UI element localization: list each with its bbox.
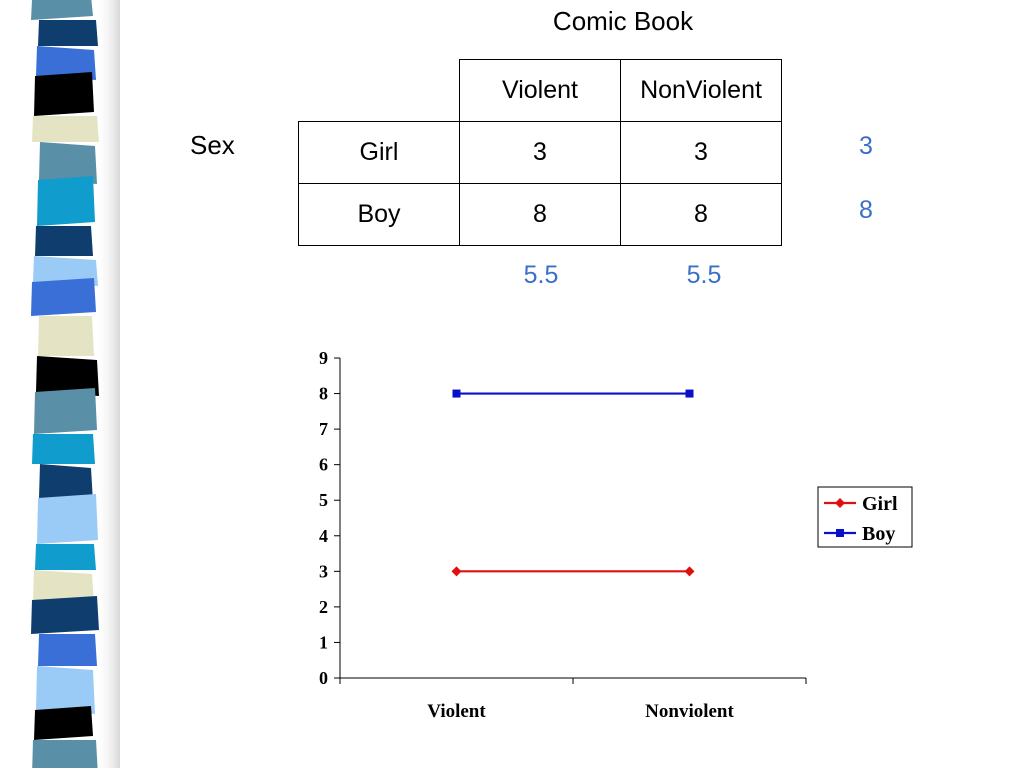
table-col-header-nonviolent: NonViolent [620,59,782,122]
legend-swatch-marker [835,498,845,508]
decorative-stripe-band [0,0,120,768]
table-cell-girl-violent: 3 [459,121,621,184]
decorative-stripe [34,706,93,740]
decorative-stripe [38,316,94,356]
x-tick-label: Nonviolent [645,701,734,722]
table-cell-boy-violent: 8 [459,183,621,246]
table-row: Girl 3 3 [298,121,782,184]
x-tick-label: Violent [427,701,486,722]
decorative-stripe [34,72,94,116]
decorative-stripe [39,464,93,502]
y-tick-label: 0 [319,668,328,688]
table-cell-girl-nonviolent: 3 [620,121,782,184]
table-col-header-violent: Violent [459,59,621,122]
y-tick-label: 8 [319,384,328,404]
y-tick-label: 3 [319,561,328,581]
y-tick-label: 9 [319,348,328,368]
decorative-stripe [35,226,93,256]
y-tick-label: 1 [319,632,328,652]
decorative-stripe [33,570,94,604]
decorative-stripe [36,356,99,396]
contingency-table: Violent NonViolent Girl 3 3 Boy 8 8 [298,59,782,246]
decorative-stripe [31,596,99,634]
data-point-boy [452,389,461,398]
line-chart: 0 1 2 3 4 5 6 7 8 9 Violent Nonviolent Girl Boy [319,348,913,722]
data-point-girl [684,566,695,577]
legend-label-boy: Boy [862,523,895,545]
y-tick-label: 5 [319,490,328,510]
y-tick-label: 2 [319,597,328,617]
table-column-group-title: Comic Book [552,6,694,36]
data-point-girl [451,566,462,577]
table-cell-boy-nonviolent: 8 [620,183,782,246]
decorative-stripe [32,434,95,464]
decorative-stripe [31,0,93,20]
table-row-label-boy: Boy [298,183,460,246]
legend-box [817,486,913,548]
decorative-stripe [34,388,97,434]
legend-label-girl: Girl [862,493,898,515]
decorative-stripe [38,634,97,666]
y-tick-label: 6 [319,455,328,475]
decorative-stripe [36,46,96,80]
decorative-stripe [36,666,95,714]
column-mean-nonviolent: 5.5 [686,261,722,289]
decorative-stripe [38,20,98,46]
y-tick-label: 4 [319,526,328,546]
decorative-stripe [32,116,99,142]
table-row: Boy 8 8 [298,183,782,246]
decorative-stripe [35,544,96,570]
column-mean-violent: 5.5 [523,261,559,289]
row-mean-boy: 8 [859,196,873,224]
table-row-group-label: Sex [190,130,235,160]
table-corner-cell [298,59,460,122]
legend-swatch-marker [836,529,844,537]
decorative-stripe [39,142,97,184]
decorative-stripe [32,740,98,768]
decorative-stripe [37,494,98,544]
decorative-stripe [37,176,95,226]
decorative-stripe [31,278,96,316]
y-tick-label: 7 [319,419,328,439]
data-point-boy [685,389,694,398]
row-mean-girl: 3 [859,132,873,160]
decorative-stripe [33,256,98,286]
table-row-label-girl: Girl [298,121,460,184]
